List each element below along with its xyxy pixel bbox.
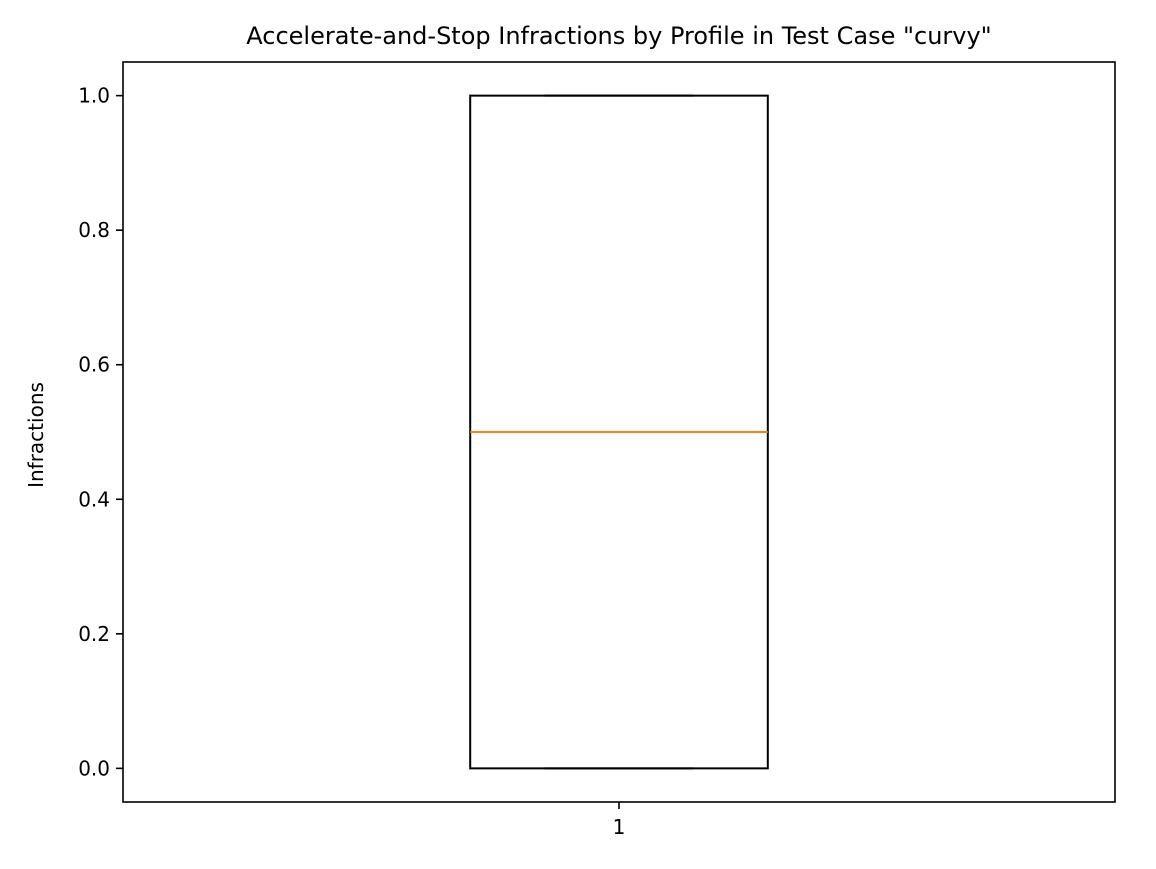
x-axis-ticks: 1 — [613, 802, 626, 839]
y-tick-label: 0.0 — [78, 756, 110, 780]
x-tick-label: 1 — [613, 815, 626, 839]
y-axis-label: Infractions — [24, 382, 48, 488]
y-axis-ticks: 0.0 0.2 0.4 0.6 0.8 1.0 — [78, 84, 123, 780]
y-tick-label: 1.0 — [78, 84, 110, 108]
y-tick-label: 0.4 — [78, 487, 110, 511]
y-tick-label: 0.6 — [78, 353, 110, 377]
y-tick-label: 0.8 — [78, 218, 110, 242]
plot-area-frame — [122, 61, 1116, 803]
box-series — [469, 94, 769, 770]
chart-title: Accelerate-and-Stop Infractions by Profi… — [246, 22, 991, 50]
y-tick-label: 0.2 — [78, 622, 110, 646]
